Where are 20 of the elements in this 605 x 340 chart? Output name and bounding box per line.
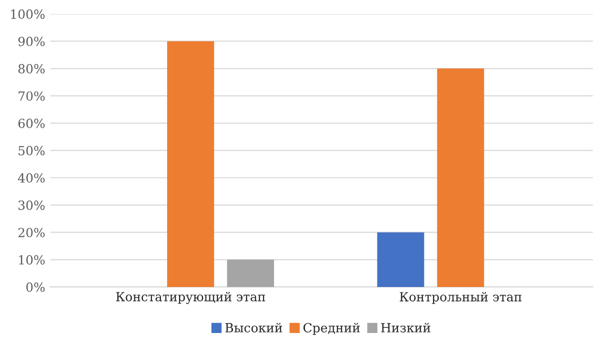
- y-tick-label: 100%: [11, 9, 45, 19]
- y-tick-label: 70%: [18, 91, 45, 101]
- y-tick-label: 80%: [18, 64, 45, 74]
- y-tick-label: 10%: [19, 255, 45, 265]
- legend-label: Высокий: [225, 322, 282, 332]
- bar: [437, 68, 484, 287]
- x-tick-label: Контрольный этап: [400, 292, 522, 304]
- legend-label: Средний: [303, 322, 360, 335]
- bar: [377, 232, 424, 287]
- bar: [167, 41, 214, 287]
- y-tick-label: 60%: [18, 118, 45, 128]
- y-tick-label: 30%: [18, 200, 45, 210]
- y-tick-label: 20%: [18, 228, 45, 238]
- y-tick-label: 50%: [18, 146, 45, 156]
- y-tick-label: 0%: [26, 282, 45, 292]
- legend-label: Низкий: [381, 322, 430, 332]
- x-tick-label: Констатирующий этап: [116, 292, 266, 304]
- y-tick-label: 40%: [18, 173, 45, 183]
- y-tick-label: 90%: [18, 36, 45, 46]
- bar: [227, 260, 274, 287]
